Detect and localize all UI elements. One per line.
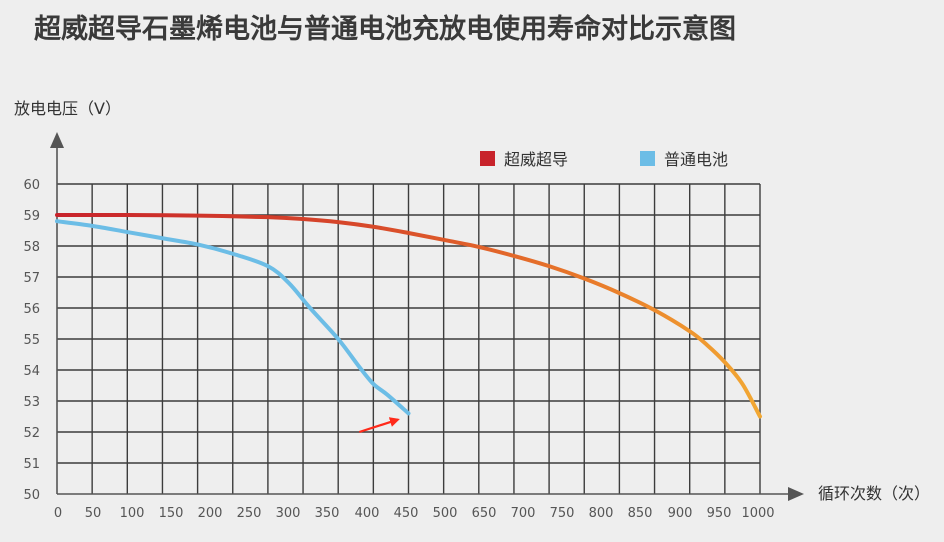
y-tick-label-8: 58 (23, 240, 40, 255)
y-tick-label-3: 53 (23, 395, 40, 410)
x-tick-label-3: 150 (159, 506, 184, 521)
y-axis-title: 放电电压（V） (14, 99, 121, 118)
x-tick-label-5: 250 (237, 506, 262, 521)
x-axis-arrow (788, 487, 804, 501)
legend-label-chaowei: 超威超导 (504, 150, 568, 169)
y-tick-label-10: 60 (23, 178, 40, 193)
y-tick-label-0: 50 (23, 488, 40, 503)
x-tick-label-14: 800 (589, 506, 614, 521)
x-tick-labels: 0 50 100 150 200 250 300 350 400 450 500 650 700 750 8… (54, 506, 775, 521)
y-axis-arrow (50, 132, 64, 148)
x-tick-label-9: 450 (394, 506, 419, 521)
y-tick-label-5: 55 (23, 333, 40, 348)
chart-title: 超威超导石墨烯电池与普通电池充放电使用寿命对比示意图 (34, 13, 736, 45)
y-tick-labels: 50 51 52 53 54 55 56 57 58 59 60 (23, 178, 40, 503)
x-tick-label-12: 700 (511, 506, 536, 521)
series-line-normal (55, 219, 411, 416)
legend-label-normal: 普通电池 (664, 150, 728, 169)
y-tick-label-6: 56 (23, 302, 40, 317)
series-line-chaowei (55, 212, 762, 419)
y-tick-label-9: 59 (23, 209, 40, 224)
x-tick-label-2: 100 (120, 506, 145, 521)
x-tick-label-16: 900 (668, 506, 693, 521)
y-tick-label-7: 57 (23, 271, 40, 286)
x-tick-label-8: 400 (355, 506, 380, 521)
y-tick-label-2: 52 (23, 426, 40, 441)
y-tick-label-4: 54 (23, 364, 40, 379)
x-tick-label-17: 950 (707, 506, 732, 521)
x-tick-label-10: 500 (433, 506, 458, 521)
legend-swatch-normal (640, 151, 655, 166)
x-tick-label-11: 650 (472, 506, 497, 521)
x-tick-label-0: 0 (54, 506, 62, 521)
legend-swatch-chaowei (480, 151, 495, 166)
x-tick-label-13: 750 (550, 506, 575, 521)
grid (57, 183, 761, 494)
x-axis-title: 循环次数（次） (818, 484, 930, 503)
series-layer (55, 212, 762, 419)
legend: 超威超导 普通电池 (480, 150, 728, 169)
y-tick-label-1: 51 (23, 457, 40, 472)
x-tick-label-15: 850 (628, 506, 653, 521)
annotation-arrow (358, 417, 400, 434)
x-tick-label-1: 50 (85, 506, 102, 521)
x-tick-label-4: 200 (198, 506, 223, 521)
x-tick-label-7: 350 (315, 506, 340, 521)
x-tick-label-6: 300 (276, 506, 301, 521)
x-tick-label-18: 1000 (741, 506, 774, 521)
